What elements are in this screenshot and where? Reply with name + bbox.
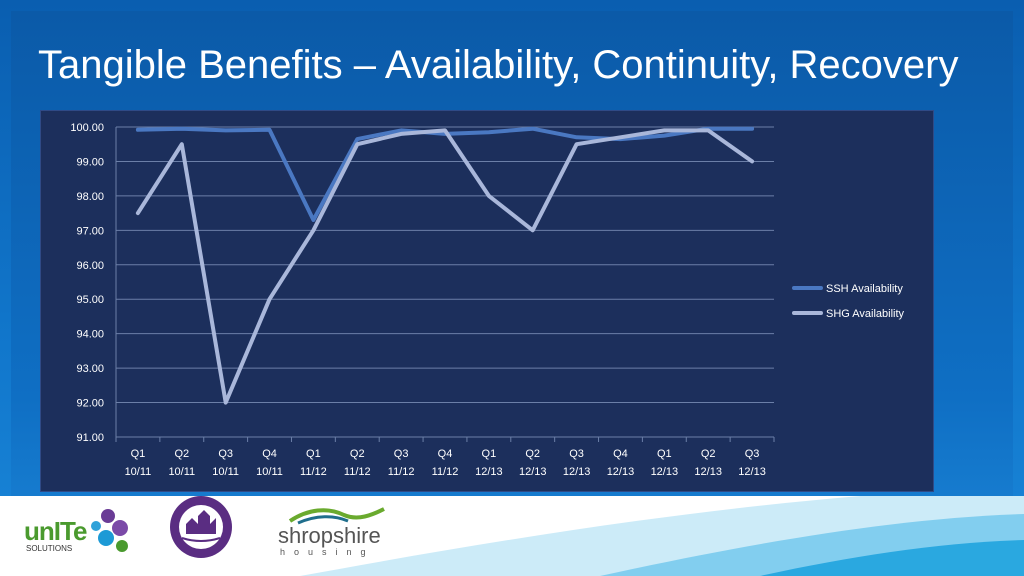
x-tick-label-quarter: Q3 (218, 448, 233, 460)
x-tick-label-year: 11/12 (300, 466, 327, 478)
x-tick-label-quarter: Q4 (438, 448, 453, 460)
x-tick-label-year: 12/13 (738, 466, 766, 478)
x-tick-label-year: 12/13 (651, 466, 679, 478)
x-tick-label-quarter: Q2 (174, 448, 189, 460)
x-tick-label-quarter: Q1 (131, 448, 146, 460)
x-tick-label-year: 11/12 (432, 466, 459, 478)
x-tick-label-quarter: Q3 (569, 448, 584, 460)
unite-logo-subtext: SOLUTIONS (26, 544, 73, 553)
unite-puzzle-icon (91, 509, 128, 552)
y-tick-label: 93.00 (76, 363, 104, 375)
footer-band (0, 496, 1024, 576)
unite-logo-text: unITe (24, 516, 87, 546)
shg-availability-line (135, 128, 755, 405)
chart-panel: 100.00 99.00 98.00 97.00 96.00 95.00 94.00 93.0… (40, 110, 934, 492)
x-tick-label-year: 11/12 (344, 466, 371, 478)
x-tick-label-year: 12/13 (475, 466, 503, 478)
ssh-availability-line (135, 126, 755, 222)
footer-swoosh (300, 496, 1024, 576)
y-tick-label: 98.00 (76, 191, 104, 203)
x-tick-label-quarter: Q4 (613, 448, 628, 460)
y-tick-label: 97.00 (76, 225, 104, 237)
x-tick-label-year: 11/12 (388, 466, 415, 478)
legend-label: SHG Availability (826, 308, 905, 320)
x-tick-label-year: 12/13 (519, 466, 547, 478)
x-tick-label-quarter: Q4 (262, 448, 277, 460)
shropshire-logo-subtext: housing (280, 547, 375, 557)
y-tick-label: 96.00 (76, 260, 104, 272)
x-tick-label-quarter: Q1 (306, 448, 321, 460)
shropshire-logo-text: shropshire (278, 523, 381, 548)
x-tick-label-year: 12/13 (607, 466, 635, 478)
shropshire-housing-logo: shropshire housing (278, 505, 386, 560)
slide-title: Tangible Benefits – Availability, Contin… (38, 43, 959, 87)
y-tick-label: 95.00 (76, 294, 104, 306)
x-tick-label-year: 10/11 (256, 466, 283, 478)
x-tick-label-quarter: Q3 (394, 448, 409, 460)
severnside-housing-logo (168, 494, 234, 560)
availability-chart: 100.00 99.00 98.00 97.00 96.00 95.00 94.00 93.0… (70, 122, 905, 478)
legend-label: SSH Availability (826, 283, 903, 295)
shropshire-swirl-icon (288, 507, 385, 525)
y-tick-label: 99.00 (76, 156, 104, 168)
x-tick-label-quarter: Q3 (745, 448, 760, 460)
x-tick-label-quarter: Q2 (701, 448, 716, 460)
x-tick-label-quarter: Q1 (482, 448, 497, 460)
x-tick-label-year: 12/13 (563, 466, 591, 478)
y-tick-label: 91.00 (76, 432, 104, 444)
y-tick-label: 92.00 (76, 398, 104, 410)
y-tick-label: 100.00 (70, 122, 104, 134)
x-tick-label-year: 10/11 (125, 466, 152, 478)
y-tick-label: 94.00 (76, 329, 104, 341)
x-tick-label-quarter: Q1 (657, 448, 672, 460)
x-tick-label-year: 12/13 (694, 466, 722, 478)
x-tick-label-year: 10/11 (212, 466, 239, 478)
x-tick-label-year: 10/11 (168, 466, 195, 478)
x-tick-label-quarter: Q2 (525, 448, 540, 460)
severnside-seal (170, 496, 232, 558)
unite-solutions-logo: unITe SOLUTIONS (22, 502, 134, 560)
x-tick-label-quarter: Q2 (350, 448, 365, 460)
